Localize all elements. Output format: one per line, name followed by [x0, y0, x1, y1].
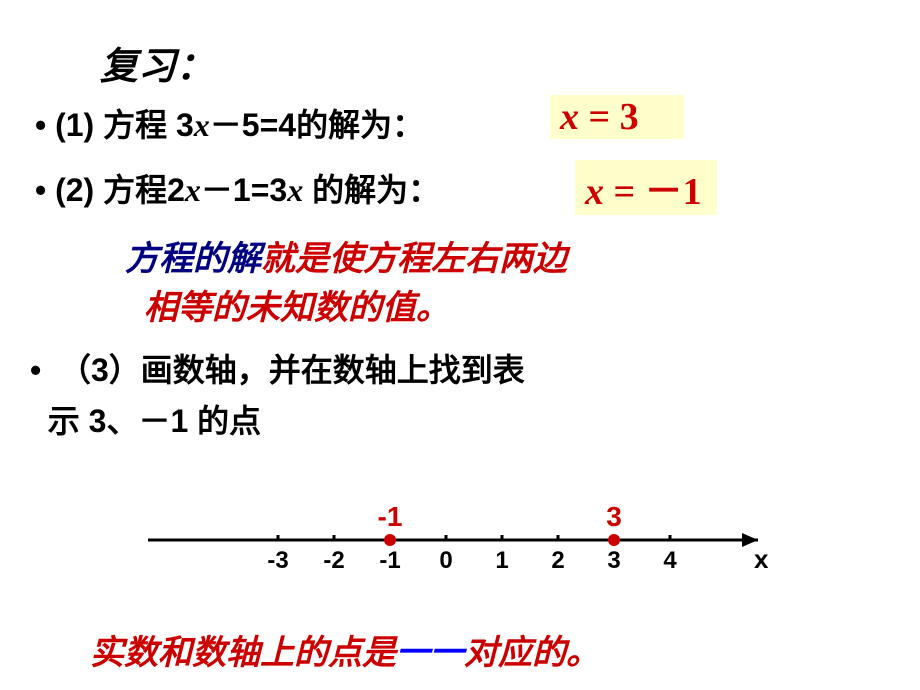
explanation-text: 方程的解就是使方程左右两边 相等的未知数的值。: [125, 235, 567, 334]
p2-mid: －1=3: [201, 172, 287, 208]
svg-text:4: 4: [663, 547, 677, 574]
p1-var: x: [194, 107, 210, 143]
p2-num: (2): [55, 172, 94, 208]
answer-2: x = －1: [575, 160, 717, 215]
footer-text: 实数和数轴上的点是一一对应的。: [90, 625, 600, 674]
exp-part1: 方程的解: [125, 240, 261, 278]
footer-part3: 对应的。: [464, 634, 600, 672]
footer-part1: 实数和数轴上的点是: [90, 634, 396, 672]
svg-text:2: 2: [551, 547, 564, 574]
svg-text:0: 0: [439, 547, 452, 574]
review-title: 复习：: [100, 35, 214, 90]
exp-part2: 就是使方程左右两边: [261, 240, 567, 278]
svg-text:-2: -2: [323, 547, 344, 574]
problem-1: • (1) 方程 3x－5=4的解为：: [35, 100, 424, 146]
svg-text:-1: -1: [379, 547, 400, 574]
svg-text:-3: -3: [267, 547, 288, 574]
number-line: -3 -2 -1 0 1 2 3 4 -1 3 x: [138, 495, 778, 585]
svg-text:3: 3: [606, 501, 622, 532]
p3-line2: 示 3、－1 的点: [48, 403, 261, 439]
a1-var: x: [560, 96, 579, 138]
p3-num: （3）: [59, 352, 141, 388]
p1-post: －5=4的解为：: [210, 107, 424, 143]
p3-line1: 画数轴，并在数轴上找到表: [141, 352, 525, 388]
p2-var2: x: [287, 172, 303, 208]
p2-var1: x: [185, 172, 201, 208]
p1-pre: 方程 3: [94, 107, 194, 143]
answer-1: x = 3: [550, 95, 684, 139]
a2-var: x: [585, 171, 604, 213]
p2-post: 的解为：: [303, 172, 440, 208]
svg-text:x: x: [754, 544, 769, 574]
a1-eq: = 3: [579, 96, 639, 138]
svg-text:1: 1: [495, 547, 508, 574]
svg-text:3: 3: [607, 547, 620, 574]
problem-2: • (2) 方程2x－1=3x 的解为：: [35, 165, 440, 211]
problem-3: • （3）画数轴，并在数轴上找到表 示 3、－1 的点: [30, 345, 525, 447]
p1-num: (1): [55, 107, 94, 143]
bullet-2: •: [35, 172, 46, 208]
svg-text:-1: -1: [378, 501, 403, 532]
a2-eq: = －1: [604, 171, 702, 213]
bullet-3: •: [30, 352, 41, 388]
footer-part2: 一一: [396, 634, 464, 672]
number-line-svg: -3 -2 -1 0 1 2 3 4 -1 3 x: [138, 495, 778, 585]
p2-pre: 方程2: [94, 172, 185, 208]
exp-part3: 相等的未知数的值。: [144, 289, 450, 327]
bullet-1: •: [35, 107, 46, 143]
